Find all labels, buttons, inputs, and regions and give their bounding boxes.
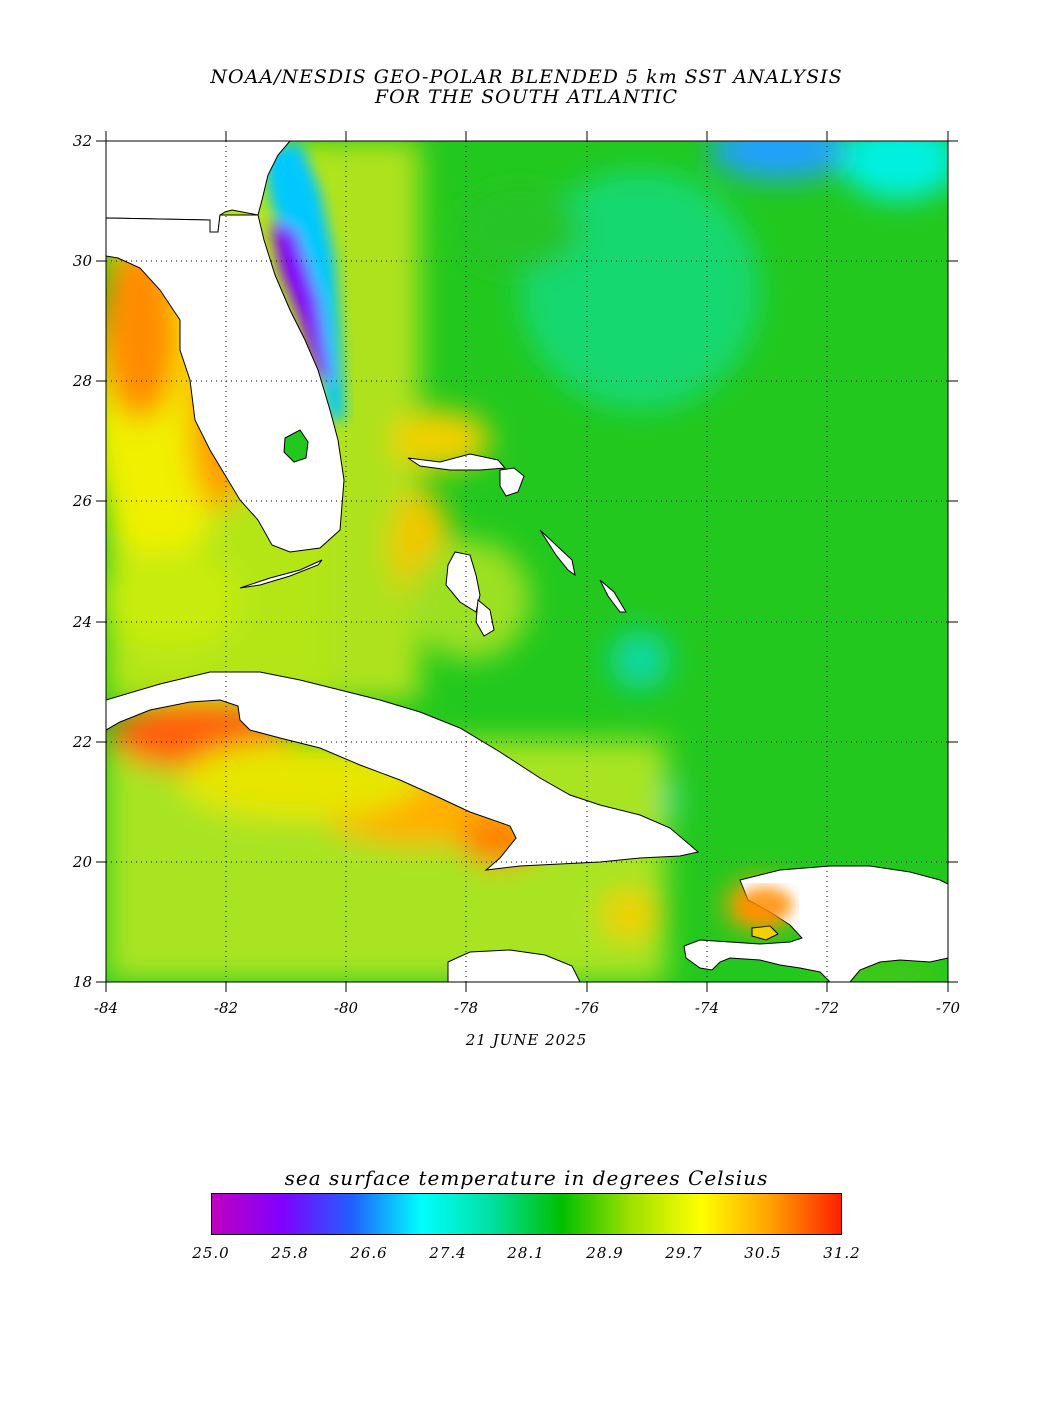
colorbar-tick-label: 27.4: [429, 1244, 467, 1262]
sst-map: -84 -82 -80 -78 -76 -74 -72 -70 18 20 22…: [72, 131, 961, 1017]
x-tick-label: -82: [214, 999, 238, 1017]
map-title-line1: NOAA/NESDIS GEO-POLAR BLENDED 5 km SST A…: [210, 66, 843, 88]
sst-field: [106, 141, 948, 982]
map-title-line2: FOR THE SOUTH ATLANTIC: [374, 86, 679, 108]
y-tick-label: 30: [73, 252, 93, 270]
y-tick-label: 24: [72, 613, 92, 631]
y-tick-label: 18: [73, 973, 92, 991]
x-tick-label: -84: [94, 999, 118, 1017]
colorbar-tick-label: 29.7: [665, 1244, 703, 1262]
x-tick-label: -72: [815, 999, 839, 1017]
x-tick-label: -78: [454, 999, 478, 1017]
map-frame: [105, 140, 949, 983]
y-tick-label: 26: [72, 492, 93, 510]
x-tick-label: -74: [695, 999, 719, 1017]
colorbar-tick-label: 25.8: [271, 1244, 309, 1262]
gridlines: [106, 141, 948, 982]
colorbar: [211, 1193, 842, 1235]
x-tick-label: -70: [936, 999, 961, 1017]
y-tick-label: 22: [72, 733, 92, 751]
colorbar-tick-label: 31.2: [823, 1244, 861, 1262]
colorbar-tick-label: 26.6: [350, 1244, 388, 1262]
y-tick-label: 28: [72, 372, 92, 390]
analysis-date: 21 JUNE 2025: [465, 1031, 588, 1049]
colorbar-tick-label: 28.9: [586, 1244, 624, 1262]
colorbar-tick-label: 25.0: [192, 1244, 230, 1262]
colorbar-tick-label: 28.1: [507, 1244, 545, 1262]
x-tick-label: -76: [575, 999, 600, 1017]
colorbar-tick-label: 30.5: [744, 1244, 782, 1262]
colorbar-title: sea surface temperature in degrees Celsi…: [284, 1166, 769, 1190]
y-tick-label: 32: [73, 132, 92, 150]
x-tick-label: -80: [334, 999, 359, 1017]
y-tick-label: 20: [72, 853, 93, 871]
tick-marks: [96, 131, 958, 992]
